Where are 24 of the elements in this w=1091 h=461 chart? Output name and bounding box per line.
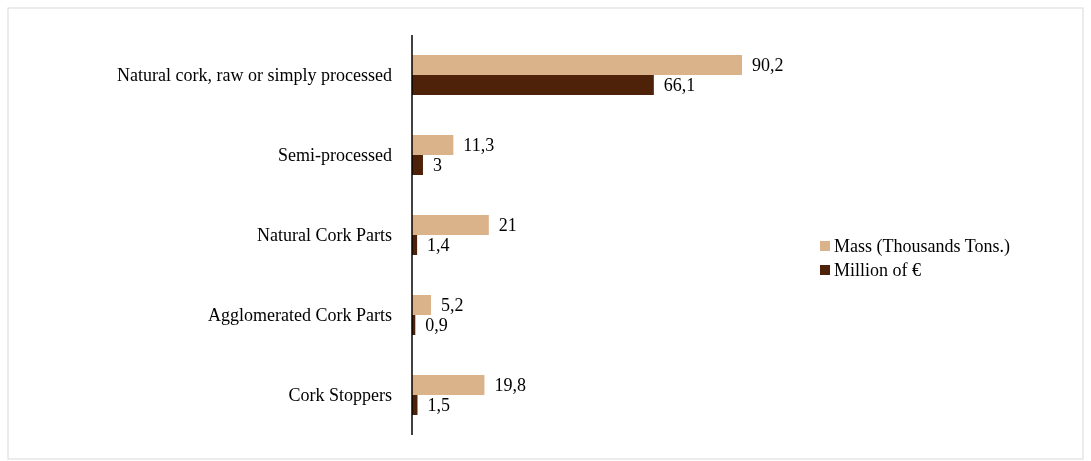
y-tick-label: Cork Stoppers <box>288 385 392 406</box>
data-label: 5,2 <box>441 295 464 316</box>
bar <box>412 295 432 315</box>
bar <box>412 55 742 75</box>
data-label: 1,4 <box>427 235 450 256</box>
data-label: 66,1 <box>663 75 696 96</box>
y-tick-label: Semi-processed <box>278 145 392 166</box>
data-label: 21 <box>498 215 517 236</box>
legend-label: Mass (Thousands Tons.) <box>834 236 1010 258</box>
bar <box>412 135 454 155</box>
legend-label: Million of € <box>834 260 922 281</box>
y-tick-label: Natural Cork Parts <box>257 225 392 246</box>
data-label: 1,5 <box>427 395 450 416</box>
data-label: 3 <box>432 155 442 176</box>
bar <box>412 75 654 95</box>
data-label: 90,2 <box>752 55 784 76</box>
data-label: 19,8 <box>494 375 526 396</box>
bar <box>412 155 423 175</box>
data-label: 11,3 <box>463 135 495 156</box>
y-tick-label: Natural cork, raw or simply processed <box>117 65 392 86</box>
data-label: 0,9 <box>425 315 448 336</box>
bar <box>412 215 489 235</box>
y-tick-label: Agglomerated Cork Parts <box>208 305 392 326</box>
bar <box>412 375 485 395</box>
